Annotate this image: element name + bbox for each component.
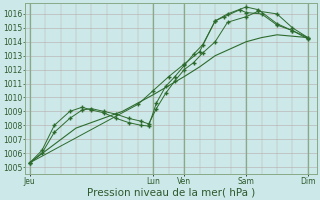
X-axis label: Pression niveau de la mer( hPa ): Pression niveau de la mer( hPa ) bbox=[87, 187, 255, 197]
